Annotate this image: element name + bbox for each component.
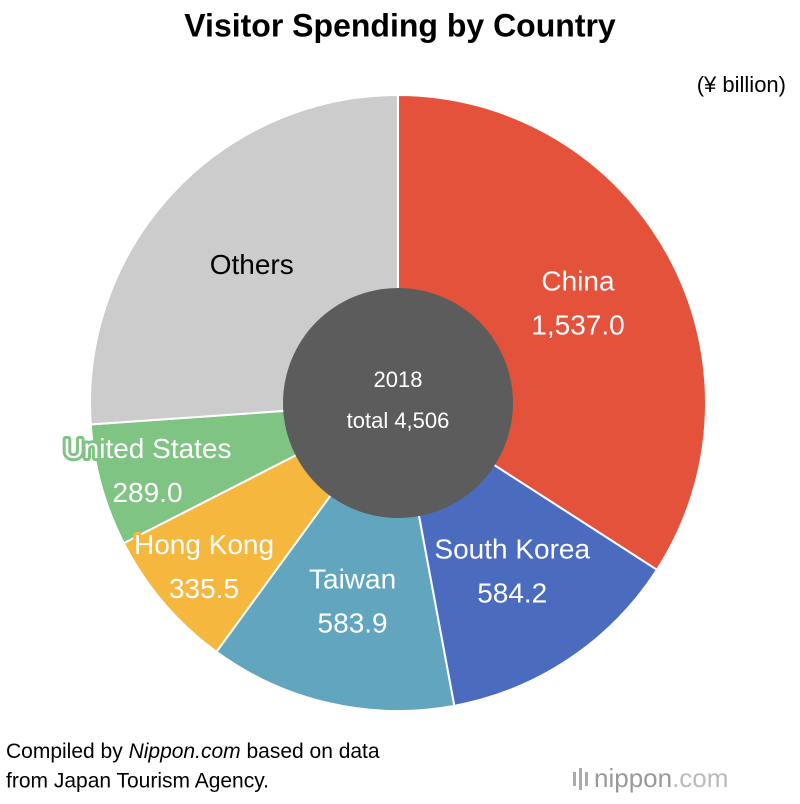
chart-title: Visitor Spending by Country bbox=[184, 7, 616, 43]
slice-label: China bbox=[541, 265, 615, 296]
slice-label: Hong Kong bbox=[134, 529, 274, 560]
logo-domain: .com bbox=[672, 763, 728, 793]
logo-bar bbox=[573, 772, 576, 786]
source-text: based on data bbox=[241, 740, 380, 763]
slice-label: South Korea bbox=[434, 534, 590, 565]
slice-label: Others bbox=[210, 249, 294, 280]
value-label: 583.9 bbox=[318, 607, 388, 638]
source-text: Compiled by bbox=[6, 740, 129, 763]
center-hole bbox=[283, 288, 513, 518]
source-note: Compiled by Nippon.com based on data bbox=[6, 740, 380, 763]
center-text: total 4,506 bbox=[347, 408, 450, 433]
value-label: 335.5 bbox=[169, 573, 239, 604]
value-label: 289.0 bbox=[112, 477, 182, 508]
logo-bar bbox=[585, 772, 588, 786]
source-note: from Japan Tourism Agency. bbox=[6, 770, 269, 793]
logo-bar bbox=[579, 768, 582, 790]
logo-text: nippon.com bbox=[594, 763, 728, 793]
source-site: Nippon.com bbox=[129, 740, 241, 763]
center-title: 2018 bbox=[374, 367, 423, 392]
logo-name: nippon bbox=[594, 763, 672, 793]
unit-label: (¥ billion) bbox=[697, 72, 786, 97]
value-label: 584.2 bbox=[477, 578, 547, 609]
value-label: 1,537.0 bbox=[531, 309, 624, 340]
slice-label: United States bbox=[63, 433, 231, 464]
slice-label: Taiwan bbox=[309, 563, 396, 594]
logo: nippon.com bbox=[573, 763, 728, 793]
